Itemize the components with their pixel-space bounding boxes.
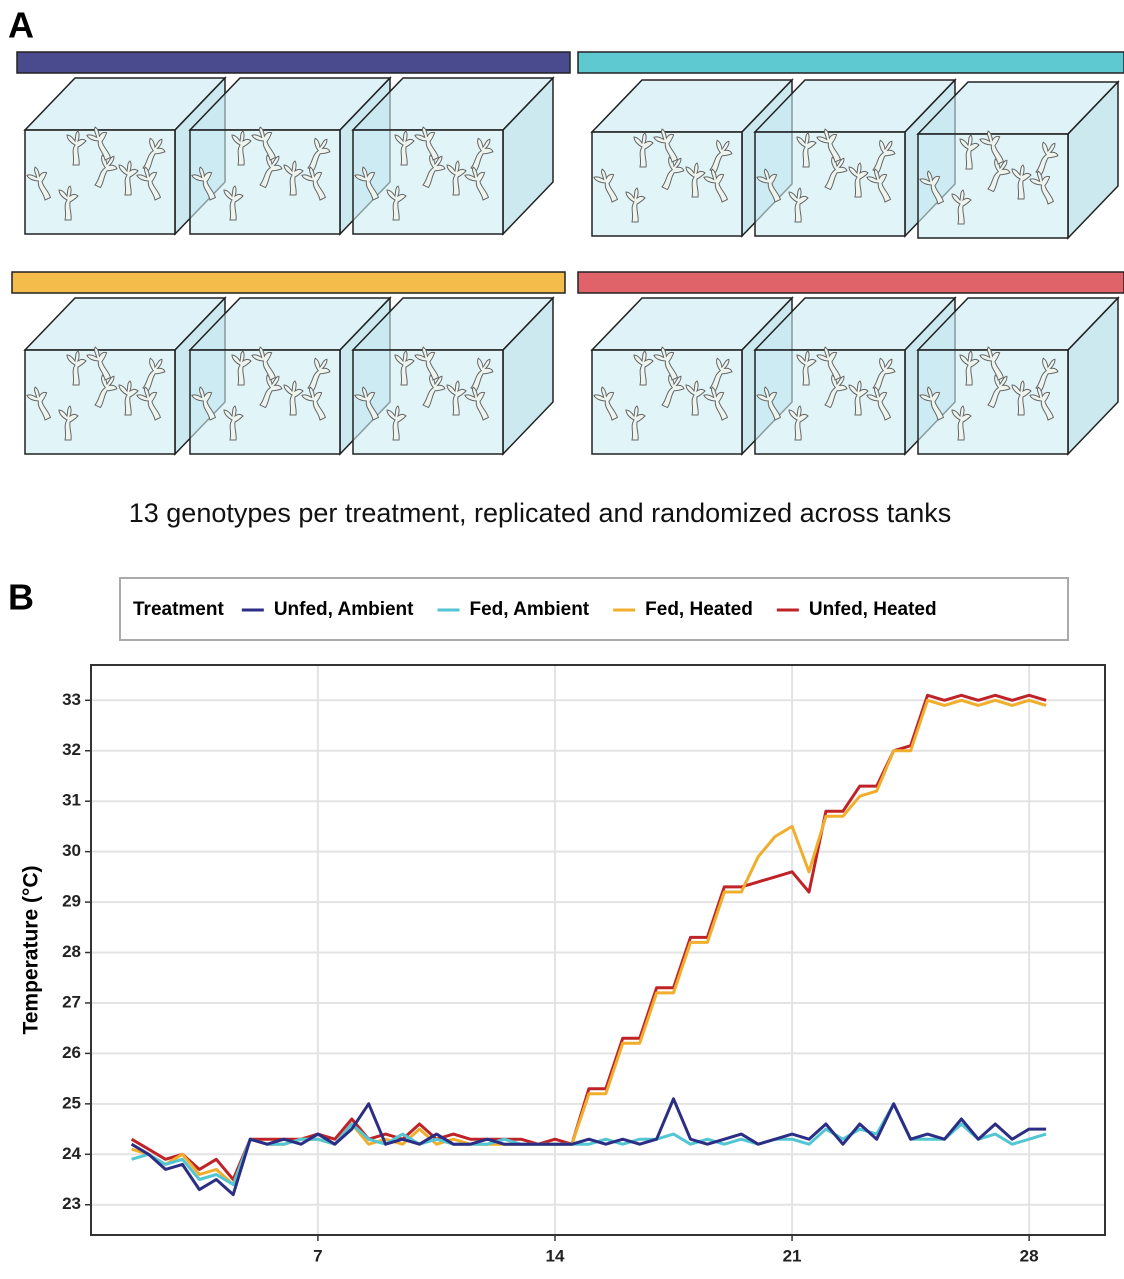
x-tick-label: 28 xyxy=(1020,1246,1039,1265)
panel-a: A 13 genotypes per treatment, replicated… xyxy=(8,5,1124,529)
panel-b: B Temperature (°C) 23 24 25 26 27 28 29 30 31 32 3… xyxy=(8,577,1105,1266)
figure: A 13 genotypes per treatment, replicated… xyxy=(0,0,1124,1274)
legend-label: Fed, Ambient xyxy=(470,599,590,620)
y-tick-label: 32 xyxy=(62,740,81,759)
y-tick-label: 25 xyxy=(62,1093,81,1112)
panel-label: B xyxy=(8,577,34,618)
x-tick-label: 21 xyxy=(783,1246,802,1265)
tank xyxy=(353,78,553,234)
y-tick-label: 31 xyxy=(62,791,81,810)
tank xyxy=(918,298,1118,454)
y-tick-label: 30 xyxy=(62,841,81,860)
y-tick-label: 27 xyxy=(62,992,81,1011)
y-tick-label: 28 xyxy=(62,942,81,961)
treatment-bar xyxy=(578,52,1124,73)
y-tick-label: 33 xyxy=(62,690,81,709)
tank xyxy=(353,298,553,454)
treatment-bar xyxy=(17,52,570,73)
legend-title: Treatment xyxy=(133,599,224,620)
legend-label: Fed, Heated xyxy=(645,599,753,620)
y-tick-label: 23 xyxy=(62,1194,81,1213)
legend-label: Unfed, Heated xyxy=(809,599,937,620)
treatment-bar xyxy=(578,272,1124,293)
treatment-bar xyxy=(12,272,565,293)
y-tick-label: 24 xyxy=(62,1144,81,1163)
legend-label: Unfed, Ambient xyxy=(274,599,414,620)
tank xyxy=(918,82,1118,238)
x-tick-label: 14 xyxy=(546,1246,565,1265)
y-tick-label: 26 xyxy=(62,1043,81,1062)
y-axis-label: Temperature (°C) xyxy=(20,865,43,1034)
y-tick-label: 29 xyxy=(62,892,81,911)
caption: 13 genotypes per treatment, replicated a… xyxy=(129,498,951,528)
x-tick-label: 7 xyxy=(313,1246,322,1265)
panel-label: A xyxy=(8,5,34,46)
